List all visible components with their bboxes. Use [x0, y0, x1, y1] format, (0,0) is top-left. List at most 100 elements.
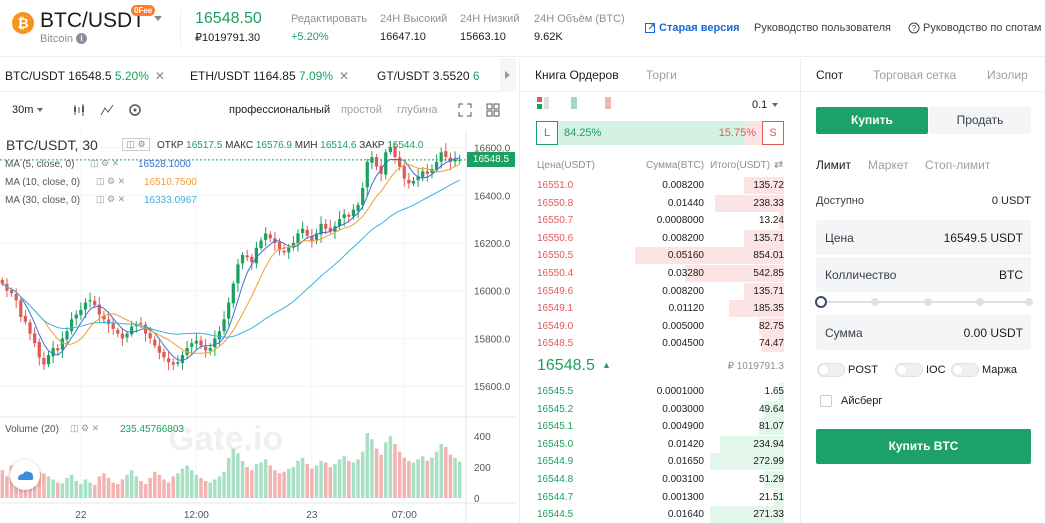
bid-row[interactable]: 16545.2 0.003000 49.64 [520, 400, 800, 418]
mode-professional[interactable]: профессиональный [229, 104, 331, 116]
buy-tab-button[interactable]: Купить [816, 107, 928, 134]
slider-tick[interactable] [976, 298, 984, 306]
post-toggle[interactable] [817, 363, 845, 377]
user-guide-link[interactable]: Руководство пользователя [754, 22, 891, 34]
ioc-toggle[interactable] [895, 363, 923, 377]
tab-eth-usdt[interactable]: ETH/USDT 1164.85 7.09% ✕ [190, 69, 349, 83]
candle-body [245, 255, 249, 258]
ask-row[interactable]: 16549.6 0.008200 135.71 [520, 282, 800, 300]
spot-guide-link[interactable]: Руководство по спотам [923, 22, 1042, 34]
settings-icon[interactable] [128, 103, 142, 117]
tab-spot[interactable]: Спот [816, 68, 844, 82]
submit-buy-button[interactable]: Купить BTC [816, 429, 1031, 464]
indicators-icon[interactable] [100, 103, 114, 117]
interval-select[interactable]: 30m [12, 104, 34, 116]
amount-slider[interactable] [815, 296, 1033, 308]
chart-title-options-icon[interactable]: ◫ ⚙ [122, 138, 150, 151]
bid-row[interactable]: 16544.9 0.01650 272.99 [520, 453, 800, 471]
tab-isolated[interactable]: Изолир [987, 68, 1028, 82]
slider-tick[interactable] [871, 298, 879, 306]
price-label: Цена [825, 231, 854, 245]
ask-row[interactable]: 16549.1 0.01120 185.35 [520, 300, 800, 318]
margin-toggle[interactable] [951, 363, 979, 377]
slider-tick[interactable] [924, 298, 932, 306]
candle-body [60, 338, 64, 350]
tab-gt-usdt[interactable]: GT/USDT 3.5520 6 [377, 69, 480, 83]
tab-trades[interactable]: Торги [646, 68, 677, 82]
column-divider [519, 58, 520, 523]
high-value: 16576.9 [255, 140, 292, 151]
sum-input[interactable]: Сумма 0.00 USDT [816, 315, 1031, 350]
quantity-input[interactable]: Колличество BTC [816, 257, 1031, 292]
view-both-icon[interactable] [536, 96, 550, 110]
candle-body [365, 161, 369, 188]
close-icon[interactable]: ✕ [154, 69, 165, 83]
ask-row[interactable]: 16550.4 0.03280 542.85 [520, 265, 800, 282]
mode-simple[interactable]: простой [341, 104, 382, 116]
bid-row[interactable]: 16544.5 0.01640 271.33 [520, 506, 800, 523]
fullscreen-icon[interactable] [458, 103, 472, 117]
view-bids-icon[interactable] [570, 96, 580, 110]
chevron-down-icon[interactable] [37, 108, 43, 112]
bid-row[interactable]: 16545.0 0.01420 234.94 [520, 435, 800, 453]
slider-handle[interactable] [815, 296, 827, 308]
order-type-limit[interactable]: Лимит [816, 158, 852, 172]
candle-body [384, 152, 388, 175]
tabs-scroll-right[interactable] [500, 58, 516, 92]
tab-btc-usdt[interactable]: BTC/USDT 16548.5 5.20% ✕ [5, 69, 165, 83]
price-input[interactable]: Цена 16549.5 USDT [816, 220, 1031, 255]
bid-row[interactable]: 16545.1 0.004900 81.07 [520, 418, 800, 436]
ask-row[interactable]: 16548.5 0.004500 74.47 [520, 335, 800, 353]
candle-body [361, 188, 365, 206]
pair-title[interactable]: BTC/USDT [40, 9, 145, 32]
order-type-market[interactable]: Маркет [868, 158, 909, 172]
close-icon[interactable]: ✕ [339, 69, 350, 83]
ask-row[interactable]: 16549.0 0.005000 82.75 [520, 317, 800, 335]
candlestick-chart[interactable]: Gate.io 16600.0 16400.0 16200.0 16000.0 1580… [0, 130, 516, 523]
order-type-stop-limit[interactable]: Стоп-лимит [925, 158, 991, 172]
chevron-down-icon[interactable] [154, 16, 162, 21]
bid-price: 16544.8 [537, 474, 574, 485]
candle-type-icon[interactable] [72, 103, 86, 117]
swap-icon[interactable]: ⇄ [774, 159, 784, 171]
candle-body [296, 233, 300, 244]
tab-orderbook[interactable]: Книга Ордеров [535, 68, 619, 82]
ma5-options-icon[interactable]: ◫ ⚙ ✕ [90, 158, 120, 168]
mode-depth[interactable]: глубина [397, 104, 438, 116]
volume-bar [14, 479, 18, 498]
bid-row[interactable]: 16544.8 0.003100 51.29 [520, 471, 800, 488]
ask-row[interactable]: 16550.8 0.01440 238.33 [520, 194, 800, 212]
ma10-options-icon[interactable]: ◫ ⚙ ✕ [96, 176, 126, 186]
ask-row[interactable]: 16550.5 0.05160 854.01 [520, 247, 800, 265]
slider-tick[interactable] [1025, 298, 1033, 306]
open-label: ОТКР [157, 140, 184, 151]
volume-options-icon[interactable]: ◫ ⚙ ✕ [70, 423, 100, 433]
info-icon[interactable]: i [76, 33, 87, 44]
depth-bar [744, 229, 784, 247]
ask-row[interactable]: 16550.6 0.008200 135.71 [520, 229, 800, 247]
volume-bar [351, 462, 356, 498]
sum-label: Сумма [825, 326, 863, 340]
bid-amount: 0.0001000 [656, 386, 704, 397]
candle-body [130, 326, 134, 335]
layout-grid-icon[interactable] [486, 103, 500, 117]
cloud-sync-button[interactable] [10, 460, 40, 490]
candle-body [162, 352, 166, 358]
view-asks-icon[interactable] [604, 96, 614, 110]
bid-row[interactable]: 16545.5 0.0001000 1.65 [520, 383, 800, 400]
ma30-options-icon[interactable]: ◫ ⚙ ✕ [96, 194, 126, 204]
bid-row[interactable]: 16544.7 0.001300 21.51 [520, 488, 800, 506]
chevron-down-icon[interactable] [772, 103, 778, 107]
precision-select[interactable]: 0.1 [752, 99, 768, 111]
price-chart[interactable]: Gate.io 16600.0 16400.0 16200.0 16000.0 1580… [0, 130, 516, 523]
depth-bar [714, 194, 784, 212]
ask-row[interactable]: 16551.0 0.008200 135.72 [520, 177, 800, 194]
sell-tab-button[interactable]: Продать [929, 107, 1031, 134]
tab-grid[interactable]: Торговая сетка [873, 68, 957, 82]
old-version-link[interactable]: Старая версия [659, 22, 740, 34]
ask-row[interactable]: 16550.7 0.0008000 13.24 [520, 212, 800, 230]
iceberg-checkbox[interactable] [820, 395, 832, 407]
quantity-label: Колличество [825, 268, 897, 282]
high-label: МАКС [225, 140, 254, 151]
ask-total: 135.72 [753, 180, 784, 191]
